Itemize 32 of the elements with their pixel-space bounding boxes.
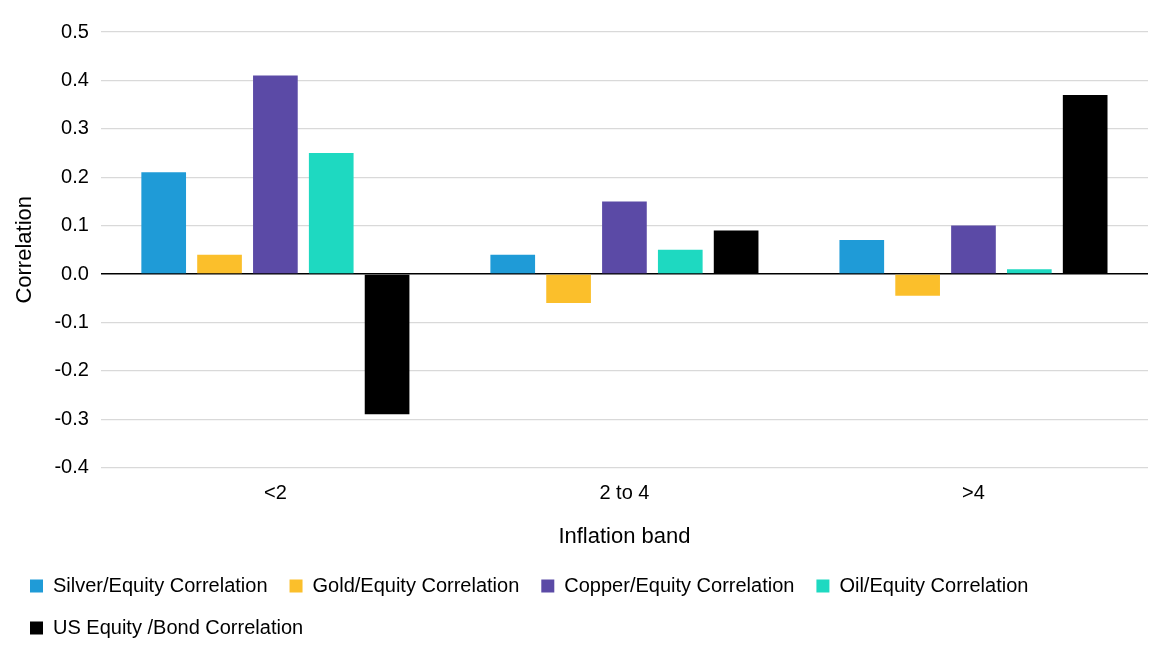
- bar: [490, 254, 536, 274]
- y-tick-label: -0.3: [54, 406, 89, 429]
- bar: [1006, 269, 1052, 274]
- legend-label: Silver/Equity Correlation: [53, 573, 268, 596]
- legend-label: Oil/Equity Correlation: [839, 573, 1029, 596]
- x-axis-title: Inflation band: [558, 522, 691, 548]
- legend-label: US Equity /Bond Correlation: [53, 615, 304, 638]
- x-tick-label: 2 to 4: [599, 481, 650, 504]
- y-tick-label: 0.2: [61, 164, 89, 187]
- bar: [197, 254, 242, 274]
- y-tick-label: 0.4: [61, 67, 89, 90]
- y-tick-label: 0.1: [61, 213, 89, 236]
- x-tick-label: <2: [263, 481, 287, 504]
- legend-label: Copper/Equity Correlation: [564, 573, 795, 596]
- bar: [895, 274, 940, 296]
- y-tick-label: 0.0: [61, 261, 89, 284]
- bar: [546, 274, 591, 304]
- y-tick-label: -0.4: [54, 455, 89, 478]
- y-tick-label: 0.3: [61, 116, 89, 139]
- bar: [839, 240, 885, 274]
- bar: [951, 225, 996, 274]
- bar: [253, 75, 298, 274]
- bar: [657, 249, 703, 274]
- y-tick-label: -0.1: [54, 309, 89, 332]
- y-tick-label: 0.5: [61, 19, 89, 42]
- y-axis-title: Correlation: [11, 196, 37, 304]
- y-tick-label: -0.2: [54, 358, 89, 381]
- x-tick-label: >4: [962, 481, 985, 504]
- bar: [141, 172, 187, 274]
- legend-label: Gold/Equity Correlation: [312, 573, 520, 596]
- bar: [308, 153, 354, 274]
- bar: [602, 201, 647, 274]
